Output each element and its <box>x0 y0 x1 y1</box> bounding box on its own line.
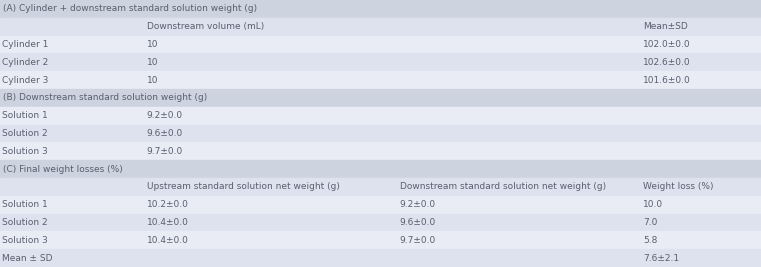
Text: 10.4±0.0: 10.4±0.0 <box>147 218 189 227</box>
Text: 102.0±0.0: 102.0±0.0 <box>643 40 691 49</box>
Text: 7.0: 7.0 <box>643 218 658 227</box>
Bar <box>0 249 761 267</box>
Text: Mean ± SD: Mean ± SD <box>2 254 53 263</box>
Bar <box>0 18 761 36</box>
Bar <box>0 231 761 249</box>
Text: Solution 2: Solution 2 <box>2 129 48 138</box>
Text: 10.2±0.0: 10.2±0.0 <box>147 200 189 209</box>
Text: Upstream standard solution net weight (g): Upstream standard solution net weight (g… <box>147 182 339 191</box>
Text: 7.6±2.1: 7.6±2.1 <box>643 254 679 263</box>
Text: 10.0: 10.0 <box>643 200 663 209</box>
Text: 9.6±0.0: 9.6±0.0 <box>400 218 436 227</box>
Text: 10: 10 <box>147 76 158 85</box>
Bar <box>0 160 761 178</box>
Text: Solution 2: Solution 2 <box>2 218 48 227</box>
Text: 101.6±0.0: 101.6±0.0 <box>643 76 691 85</box>
Bar <box>0 196 761 214</box>
Text: 9.6±0.0: 9.6±0.0 <box>147 129 183 138</box>
Text: 102.6±0.0: 102.6±0.0 <box>643 58 691 67</box>
Text: (B) Downstream standard solution weight (g): (B) Downstream standard solution weight … <box>3 93 207 103</box>
Text: Solution 1: Solution 1 <box>2 111 48 120</box>
Bar <box>0 89 761 107</box>
Text: 9.7±0.0: 9.7±0.0 <box>400 236 436 245</box>
Bar <box>0 214 761 231</box>
Bar <box>0 0 761 18</box>
Text: 9.2±0.0: 9.2±0.0 <box>147 111 183 120</box>
Text: Solution 3: Solution 3 <box>2 147 48 156</box>
Text: 9.2±0.0: 9.2±0.0 <box>400 200 435 209</box>
Bar <box>0 71 761 89</box>
Bar <box>0 36 761 53</box>
Bar <box>0 53 761 71</box>
Bar <box>0 178 761 196</box>
Text: 10: 10 <box>147 58 158 67</box>
Text: Mean±SD: Mean±SD <box>643 22 688 31</box>
Text: Downstream volume (mL): Downstream volume (mL) <box>147 22 264 31</box>
Text: (C) Final weight losses (%): (C) Final weight losses (%) <box>3 164 123 174</box>
Text: Cylinder 2: Cylinder 2 <box>2 58 49 67</box>
Bar <box>0 107 761 125</box>
Text: Solution 1: Solution 1 <box>2 200 48 209</box>
Bar <box>0 142 761 160</box>
Text: 10.4±0.0: 10.4±0.0 <box>147 236 189 245</box>
Text: 9.7±0.0: 9.7±0.0 <box>147 147 183 156</box>
Text: Cylinder 3: Cylinder 3 <box>2 76 49 85</box>
Text: 10: 10 <box>147 40 158 49</box>
Text: Downstream standard solution net weight (g): Downstream standard solution net weight … <box>400 182 606 191</box>
Text: (A) Cylinder + downstream standard solution weight (g): (A) Cylinder + downstream standard solut… <box>3 4 257 13</box>
Bar <box>0 125 761 142</box>
Text: Solution 3: Solution 3 <box>2 236 48 245</box>
Text: Weight loss (%): Weight loss (%) <box>643 182 714 191</box>
Text: Cylinder 1: Cylinder 1 <box>2 40 49 49</box>
Text: 5.8: 5.8 <box>643 236 658 245</box>
